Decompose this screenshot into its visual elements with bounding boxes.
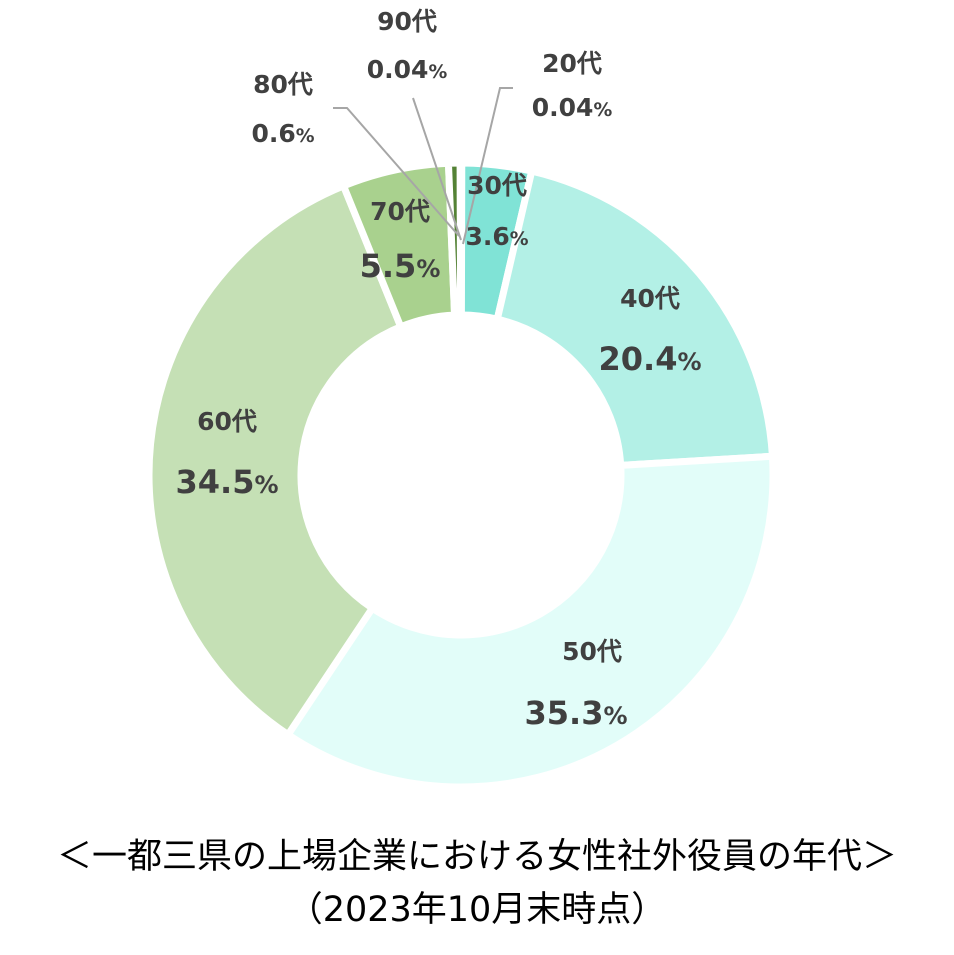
leader-line-20代 <box>462 87 513 245</box>
leader-line-90代 <box>412 97 462 241</box>
slice-60代 <box>145 181 406 740</box>
leader-line-80代 <box>333 107 460 237</box>
value-label-80代: 0.6% <box>251 119 314 148</box>
category-label-70代: 70代 <box>370 197 430 226</box>
chart-title: ＜一都三県の上場企業における女性社外役員の年代＞ <box>56 837 897 877</box>
value-label-90代: 0.04% <box>367 55 448 84</box>
category-label-20代: 20代 <box>542 49 602 78</box>
slice-40代 <box>493 166 777 470</box>
slice-50代 <box>283 452 777 791</box>
category-label-90代: 90代 <box>377 7 437 36</box>
category-label-50代: 50代 <box>562 637 622 666</box>
category-label-80代: 80代 <box>253 70 313 99</box>
value-label-20代: 0.04% <box>532 93 613 122</box>
category-label-60代: 60代 <box>197 407 257 436</box>
slices <box>145 159 777 791</box>
category-label-30代: 30代 <box>467 171 527 200</box>
chart-subtitle: （2023年10月末時点） <box>287 890 667 930</box>
category-label-40代: 40代 <box>620 284 680 313</box>
donut-chart: 20代0.04%30代3.6%40代20.4%50代35.3%60代34.5%7… <box>145 7 777 791</box>
